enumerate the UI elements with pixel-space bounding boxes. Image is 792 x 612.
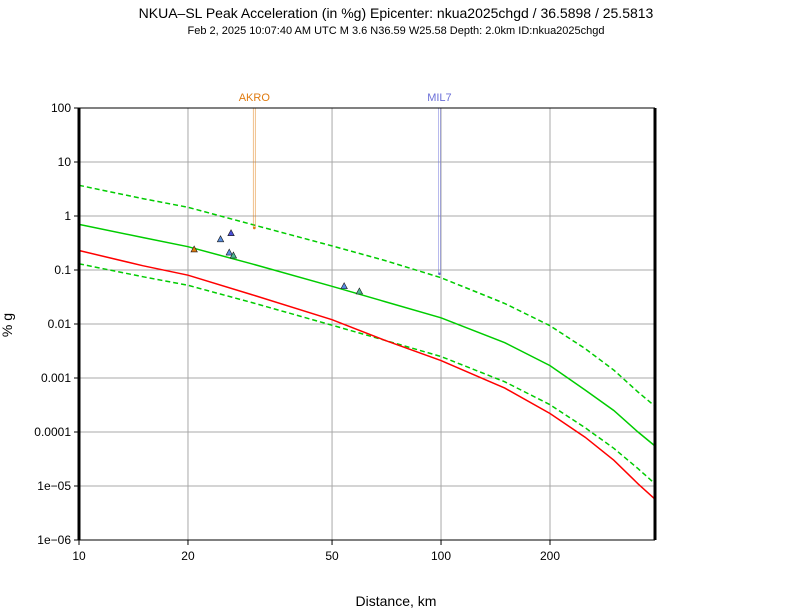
y-axis-label: % g bbox=[0, 313, 15, 337]
station-label: MIL7 bbox=[427, 92, 451, 104]
y-tick-label: 0.1 bbox=[54, 263, 71, 277]
prediction-curve bbox=[78, 249, 656, 500]
station-marker bbox=[253, 226, 256, 230]
chart-title: NKUA–SL Peak Acceleration (in %g) Epicen… bbox=[138, 5, 654, 21]
x-tick-label: 100 bbox=[431, 549, 451, 563]
curves bbox=[78, 184, 656, 500]
data-point bbox=[225, 248, 233, 256]
prediction-curve bbox=[78, 223, 656, 447]
y-tick-label: 0.0001 bbox=[34, 425, 71, 439]
data-point bbox=[227, 229, 235, 237]
x-tick-label: 200 bbox=[540, 549, 560, 563]
y-tick-label: 0.001 bbox=[41, 371, 71, 385]
data-point bbox=[190, 245, 198, 253]
stations: AKRO MIL7 bbox=[239, 92, 452, 276]
station-marker bbox=[438, 272, 441, 276]
y-tick-label: 100 bbox=[51, 101, 71, 115]
data-point bbox=[216, 235, 225, 243]
x-tick-label: 10 bbox=[72, 549, 86, 563]
y-tick-label: 1e−06 bbox=[37, 533, 71, 547]
bound-curve bbox=[78, 184, 656, 407]
grid bbox=[78, 107, 655, 541]
y-tick-label: 10 bbox=[58, 155, 72, 169]
y-tick-label: 1e−05 bbox=[37, 479, 71, 493]
data-point bbox=[340, 282, 348, 290]
y-tick-label: 1 bbox=[64, 209, 71, 223]
bound-curve bbox=[78, 263, 656, 485]
x-tick-label: 20 bbox=[181, 549, 195, 563]
data-point bbox=[355, 287, 364, 295]
chart-subtitle: Feb 2, 2025 10:07:40 AM UTC M 3.6 N36.59… bbox=[187, 25, 605, 37]
x-tick-label: 50 bbox=[325, 549, 339, 563]
data-point bbox=[229, 251, 238, 259]
x-axis-label: Distance, km bbox=[356, 593, 437, 609]
data-points bbox=[190, 229, 364, 295]
station-label: AKRO bbox=[239, 92, 271, 104]
y-tick-label: 0.01 bbox=[48, 317, 72, 331]
axes: 10 20 50 100 200 100 10 1 0.1 0.01 0.001 0.0001 1e−0… bbox=[34, 101, 657, 563]
